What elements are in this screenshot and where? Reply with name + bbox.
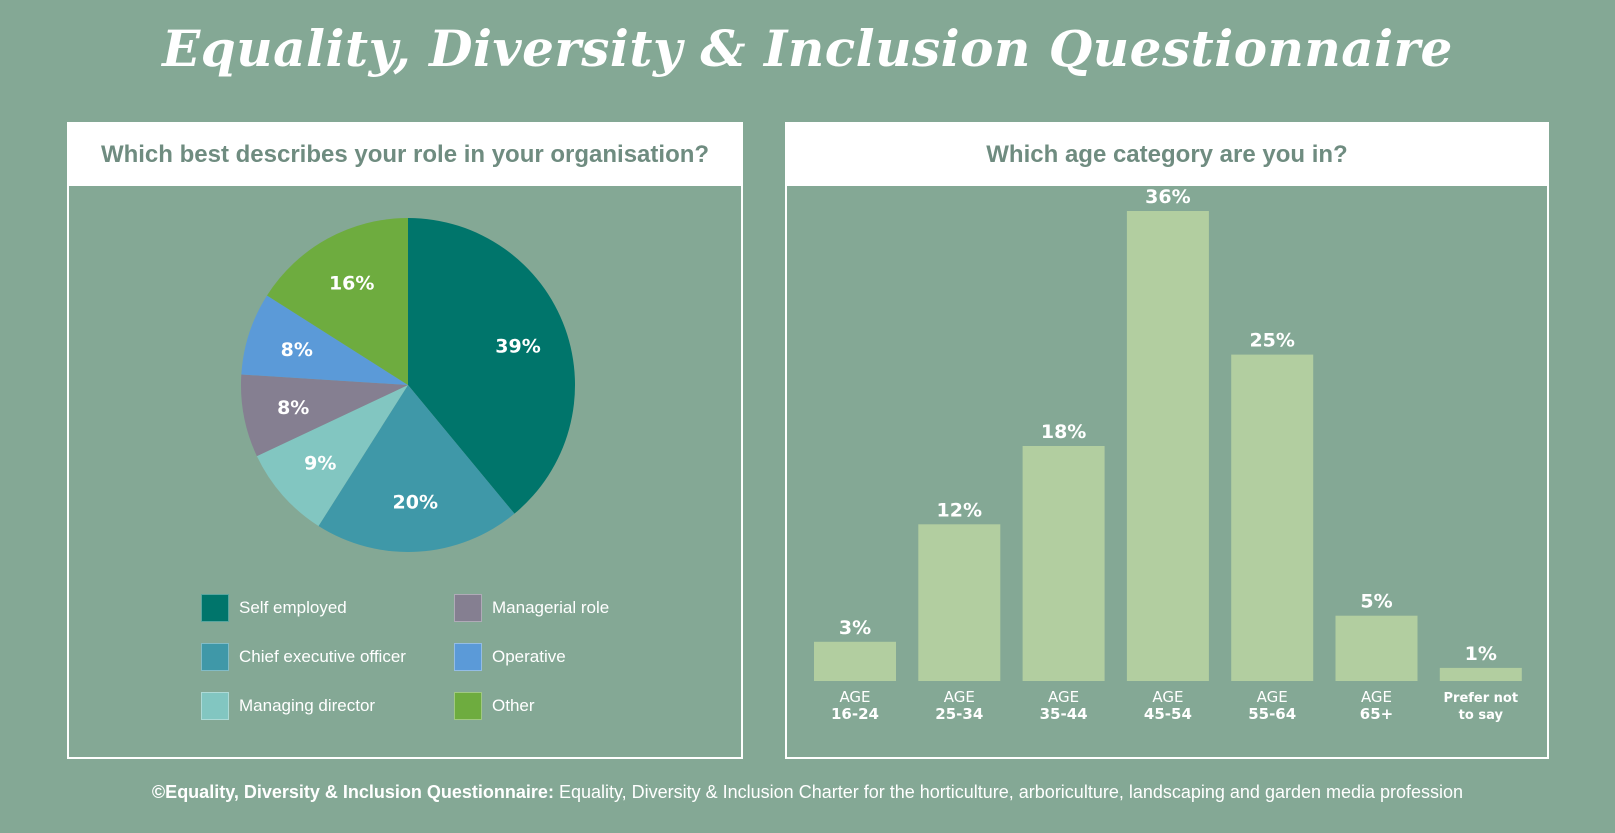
- bar-category-label: AGE: [1361, 688, 1392, 706]
- age-bar-chart: 3%AGE16-2412%AGE25-3418%AGE35-4436%AGE45…: [814, 186, 1522, 723]
- bar-value-label: 1%: [1465, 643, 1497, 665]
- bar-category-sublabel: to say: [1459, 708, 1504, 723]
- legend-swatch: [201, 594, 229, 622]
- pie-label-managerial-role: 8%: [277, 397, 309, 419]
- pie-slice-operative: [241, 295, 408, 385]
- page-title: Equality, Diversity & Inclusion Question…: [162, 19, 1453, 78]
- bar-category-sublabel: 25-34: [935, 705, 983, 723]
- bar-age-65: [1335, 615, 1418, 681]
- footer-credit: ©Equality, Diversity & Inclusion Questio…: [0, 782, 1615, 803]
- bar-prefer-not-to-say: [1439, 667, 1522, 681]
- bar-value-label: 25%: [1249, 330, 1294, 352]
- pie-label-managing-director: 9%: [304, 452, 336, 474]
- bar-age-16-24: [814, 641, 896, 681]
- bar-value-label: 36%: [1145, 186, 1190, 208]
- bar-value-label: 18%: [1041, 421, 1086, 443]
- bar-category-label: AGE: [1257, 688, 1288, 706]
- pie-label-self-employed: 39%: [495, 335, 540, 357]
- bar-category-sublabel: 65+: [1360, 705, 1393, 723]
- legend-label: Self employed: [239, 598, 347, 617]
- pie-label-chief-executive-officer: 20%: [393, 492, 438, 514]
- bar-category-label: AGE: [944, 688, 975, 706]
- pie-slice-chief-executive-officer: [318, 385, 515, 552]
- legend-label: Managing director: [239, 696, 376, 715]
- pie-label-other: 16%: [329, 273, 374, 295]
- bar-age-55-64: [1231, 354, 1314, 681]
- bar-value-label: 3%: [839, 617, 871, 639]
- legend-item-operative: Operative: [454, 643, 566, 671]
- bar-age-45-54: [1126, 211, 1209, 681]
- legend-item-chief-executive-officer: Chief executive officer: [201, 643, 406, 671]
- bar-value-label: 5%: [1360, 591, 1392, 613]
- bar-age-25-34: [918, 524, 1001, 681]
- pie-slice-self-employed: [408, 218, 576, 514]
- bar-category-label: AGE: [839, 688, 870, 706]
- legend-swatch: [201, 643, 229, 671]
- role-pie-chart: 39% 20% 9% 8% 8% 16%: [240, 218, 576, 552]
- legend-label: Other: [492, 696, 535, 715]
- pie-slice-managing-director: [256, 385, 408, 526]
- footer-credit-text: Equality, Diversity & Inclusion Charter …: [553, 782, 1464, 802]
- age-chart-panel: Which age category are you in? 3% AGE 16-2…: [785, 122, 1549, 759]
- age-chart-title: Which age category are you in?: [787, 124, 1547, 186]
- legend-item-managerial-role: Managerial role: [454, 594, 609, 622]
- legend-swatch: [201, 692, 229, 720]
- legend-label: Operative: [492, 647, 566, 666]
- legend-label: Managerial role: [492, 598, 610, 617]
- pie-slice-other: [267, 218, 408, 385]
- bar-category-sublabel: 45-54: [1144, 705, 1192, 723]
- footer-credit-bold: ©Equality, Diversity & Inclusion Questio…: [151, 782, 554, 802]
- legend-item-self-employed: Self employed: [201, 594, 347, 622]
- legend-label: Chief executive officer: [239, 647, 406, 666]
- legend-swatch: [454, 643, 482, 671]
- bar-category-sublabel: 16-24: [831, 705, 879, 723]
- pie-slice-managerial-role: [240, 374, 408, 457]
- legend-swatch: [454, 692, 482, 720]
- bar-category-sublabel: 55-64: [1248, 705, 1296, 723]
- pie-label-operative: 8%: [281, 339, 313, 361]
- legend-item-managing-director: Managing director: [201, 692, 375, 720]
- legend-item-other: Other: [454, 692, 535, 720]
- role-chart-title: Which best describes your role in your o…: [69, 124, 741, 186]
- bar-category-label: AGE: [1152, 688, 1183, 706]
- bar-category-label: AGE: [1048, 688, 1079, 706]
- legend-swatch: [454, 594, 482, 622]
- role-chart-panel: Which best describes your role in your o…: [67, 122, 743, 759]
- bar-value-label: 12%: [937, 499, 982, 521]
- bar-category-sublabel: 35-44: [1040, 705, 1088, 723]
- bar-age-35-44: [1022, 446, 1105, 681]
- bar-category-label: Prefer not: [1444, 691, 1519, 706]
